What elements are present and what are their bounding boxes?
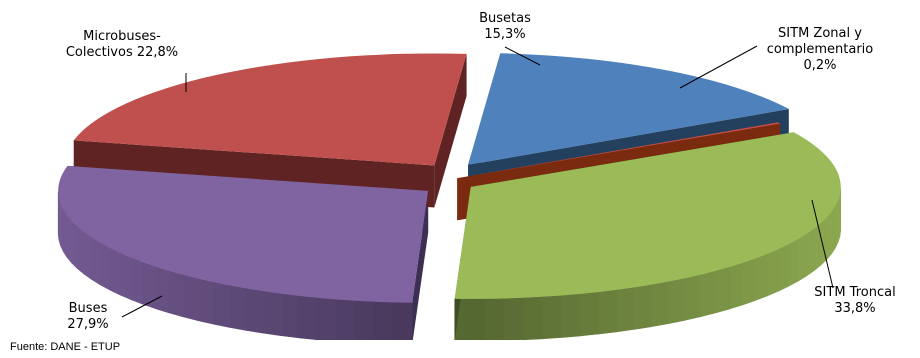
source-note: Fuente: DANE - ETUP xyxy=(10,341,121,353)
slice-tops xyxy=(58,53,841,303)
pie-chart: Busetas 15,3% SITM Zonal y complementario 0,… xyxy=(57,11,896,340)
slice-label-0: Busetas 15,3% xyxy=(479,11,531,42)
slice-label-4: Microbuses-Colectivos 22,8% xyxy=(66,29,178,60)
slice-2 xyxy=(454,132,841,299)
slice-label-2: SITM Troncal 33,8% xyxy=(814,285,895,316)
leader-line-1 xyxy=(679,45,758,89)
slice-0 xyxy=(468,53,789,165)
slice-labels: Busetas 15,3% SITM Zonal y complementario 0,… xyxy=(66,11,896,332)
slice-label-3: Buses 27,9% xyxy=(67,301,108,332)
slice-label-1: SITM Zonal y complementario 0,2% xyxy=(767,26,874,73)
leader-line-2 xyxy=(811,199,834,289)
leader-lines xyxy=(121,45,834,318)
leader-line-3 xyxy=(121,295,163,318)
slice-3 xyxy=(58,165,429,303)
slice-1 xyxy=(457,122,781,179)
leader-line-0 xyxy=(504,46,541,66)
slice-4 xyxy=(73,53,467,166)
